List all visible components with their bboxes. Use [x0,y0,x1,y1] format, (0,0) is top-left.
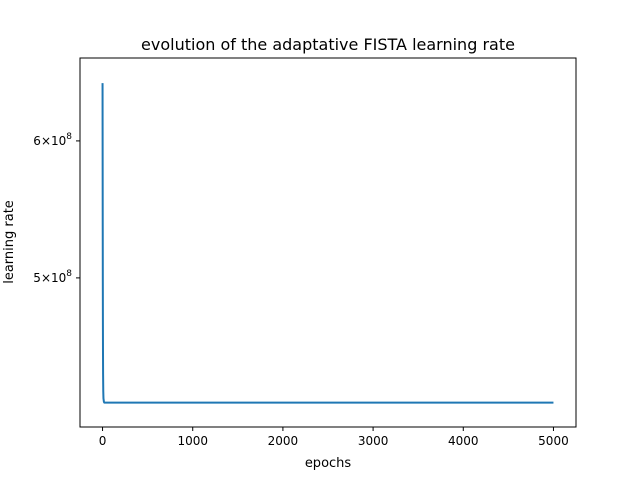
y-tick-label-times: ×10 [41,134,66,148]
y-tick-label-base: 5 [33,271,41,285]
series-layer [101,83,554,404]
y-tick-label-base: 6 [33,134,41,148]
y-tick-label: 6×108 [33,132,72,148]
chart-title: evolution of the adaptative FISTA learni… [141,35,515,54]
series-line-0 [101,83,554,404]
y-axis-label: learning rate [2,200,17,284]
x-tick-label: 0 [99,434,107,448]
x-axis-ticks: 0 1000 2000 3000 4000 5000 [99,427,569,448]
y-tick-label: 5×108 [33,269,72,285]
x-tick-label: 1000 [177,434,208,448]
x-tick-label: 5000 [538,434,569,448]
x-axis-label: epochs [305,456,352,471]
x-tick-label: 4000 [448,434,479,448]
x-tick-label: 3000 [358,434,389,448]
y-tick-label-exponent: 8 [66,269,72,279]
axes-frame [79,57,577,428]
x-tick-label: 2000 [268,434,299,448]
plot-area [79,57,577,428]
y-tick-label-exponent: 8 [66,132,72,142]
y-tick-label-times: ×10 [41,271,66,285]
